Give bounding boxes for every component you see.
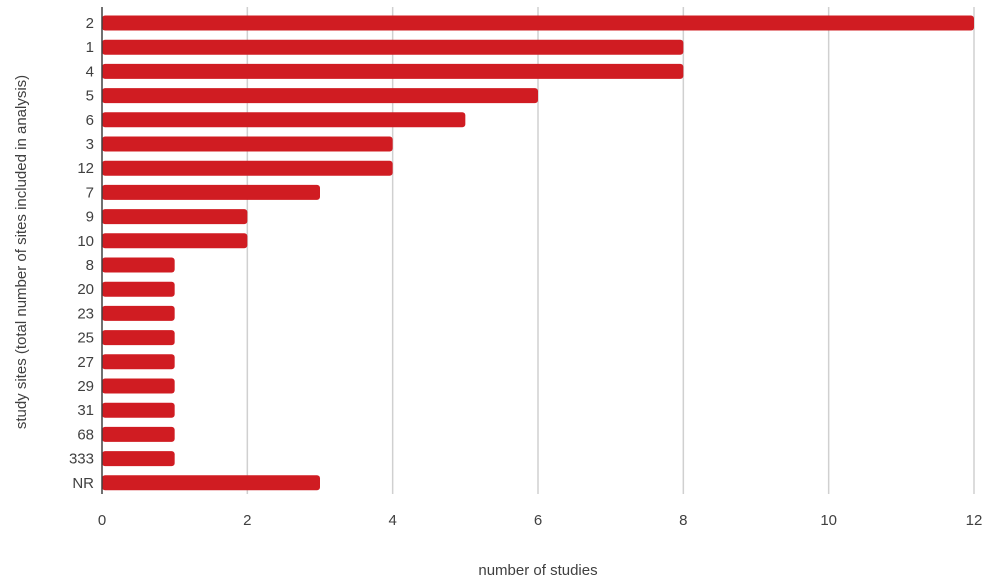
grid-lines [246, 7, 975, 494]
x-tick-label-10: 10 [820, 512, 837, 529]
bar-9 [102, 209, 248, 225]
bar-1 [102, 39, 684, 55]
x-axis-title: number of studies [478, 562, 597, 579]
category-label-25: 25 [77, 330, 94, 347]
bar-20 [102, 281, 175, 297]
category-label-5: 5 [86, 88, 94, 105]
category-label-12: 12 [77, 160, 94, 177]
category-label-9: 9 [86, 209, 94, 226]
bar-7 [102, 184, 320, 200]
category-label-10: 10 [77, 233, 94, 250]
bar-23 [102, 305, 175, 321]
bar-6 [102, 112, 466, 128]
bar-68 [102, 426, 175, 442]
bars [102, 15, 974, 491]
x-tick-labels: 0 2 4 6 8 10 12 [98, 512, 983, 529]
category-label-1: 1 [86, 39, 94, 56]
bar-8 [102, 257, 175, 273]
category-label-3: 3 [86, 136, 94, 153]
bar-29 [102, 378, 175, 394]
category-label-27: 27 [77, 354, 94, 371]
bar-5 [102, 88, 538, 104]
category-label-68: 68 [77, 426, 94, 443]
bar-27 [102, 354, 175, 370]
category-label-23: 23 [77, 305, 94, 322]
category-label-8: 8 [86, 257, 94, 274]
category-label-2: 2 [86, 15, 94, 32]
x-tick-label-2: 2 [243, 512, 251, 529]
category-label-333: 333 [69, 451, 94, 468]
bar-10 [102, 233, 248, 249]
category-label-4: 4 [86, 63, 94, 80]
bar-4 [102, 63, 684, 79]
x-tick-label-0: 0 [98, 512, 106, 529]
bar-12 [102, 160, 393, 176]
bar-333 [102, 451, 175, 467]
category-label-7: 7 [86, 184, 94, 201]
bar-31 [102, 402, 175, 418]
y-axis-title: study sites (total number of sites inclu… [13, 75, 30, 429]
category-label-29: 29 [77, 378, 94, 395]
bar-NR [102, 475, 320, 491]
bar-2 [102, 15, 974, 31]
bar-3 [102, 136, 393, 152]
category-label-20: 20 [77, 281, 94, 298]
x-tick-label-12: 12 [966, 512, 983, 529]
x-tick-label-4: 4 [388, 512, 396, 529]
x-tick-label-6: 6 [534, 512, 542, 529]
category-labels: 2 1 4 5 6 3 12 7 9 10 8 20 23 25 27 29 31 68 333 NR [69, 15, 94, 492]
category-label-6: 6 [86, 112, 94, 129]
category-label-NR: NR [72, 475, 94, 492]
bar-25 [102, 330, 175, 346]
category-label-31: 31 [77, 402, 94, 419]
x-tick-label-8: 8 [679, 512, 687, 529]
